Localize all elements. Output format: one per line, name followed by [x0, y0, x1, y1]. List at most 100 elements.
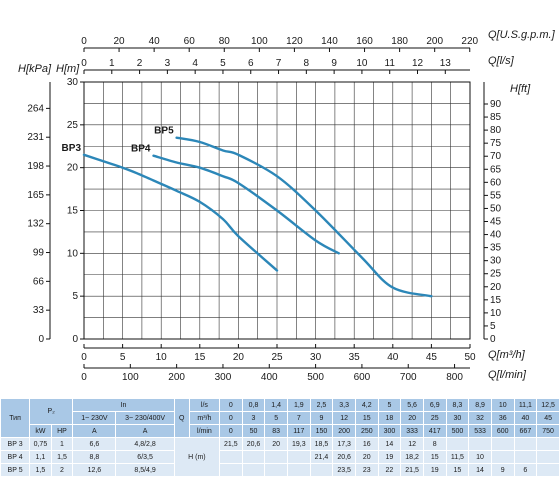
flow-ls-cell: 2,5 [309, 398, 334, 412]
head-value-cell [490, 437, 515, 451]
head-value-cell [490, 450, 515, 464]
head-value-cell: 19,3 [286, 437, 311, 451]
head-label-cell: H (m) [173, 437, 221, 477]
model-cell: BP 3 [0, 437, 31, 451]
amp-header-3: A [115, 424, 175, 438]
table-row-bp4: BP 4 1,1 1,5 8,8 6/3,5 21,4 20,6 20 19 18,2 1… [0, 450, 560, 464]
tick-label-usgpm: 180 [391, 36, 408, 47]
tick-label-ft: 5 [490, 321, 496, 332]
unit-m3h: m³/h [188, 411, 221, 425]
type-header: Тип [0, 398, 31, 438]
tick-label-m3h: 25 [271, 352, 283, 363]
head-value-cell [264, 450, 288, 464]
flow-ls-cell: 1,9 [286, 398, 311, 412]
flow-lmin-cell: 417 [422, 424, 447, 438]
model-cell: BP 4 [0, 450, 31, 464]
in1-cell: 12,6 [72, 463, 117, 477]
hp-cell: 1,5 [50, 450, 74, 464]
tick-label-m3h: 30 [310, 352, 322, 363]
pump-performance-chart: Q[U.S.g.p.m.] Q[l/s] H[kPa] H[m] H[ft] Q… [18, 29, 556, 383]
tick-label-kpa: 99 [33, 248, 45, 259]
tick-label-ls: 4 [192, 58, 198, 69]
flow-lmin-cell: 250 [354, 424, 379, 438]
flow-m3h-cell: 15 [354, 411, 379, 425]
head-value-cell [264, 463, 288, 477]
tick-label-m: 25 [67, 120, 79, 131]
kw-cell: 1,5 [29, 463, 52, 477]
tick-label-kpa: 132 [27, 219, 44, 230]
flow-m3h-cell: 18 [377, 411, 402, 425]
head-value-cell [468, 437, 492, 451]
head-value-cell: 21,5 [400, 463, 424, 477]
tick-label-lmin: 700 [400, 372, 417, 383]
flow-m3h-cell: 7 [286, 411, 311, 425]
tick-label-ls: 0 [81, 58, 87, 69]
axis-title-flow-lmin: Q[l/min] [488, 369, 527, 381]
head-value-cell: 21,4 [309, 450, 334, 464]
tick-label-lmin: 400 [261, 372, 278, 383]
tick-label-kpa: 0 [38, 334, 44, 345]
curve-label-bp4: BP4 [131, 144, 151, 155]
tick-label-ft: 30 [490, 256, 502, 267]
hp-header: HP [50, 424, 74, 438]
flow-m3h-cell: 40 [513, 411, 538, 425]
tick-label-m3h: 45 [426, 352, 438, 363]
tick-label-ft: 80 [490, 125, 502, 136]
tick-label-usgpm: 40 [149, 36, 161, 47]
axis-title-flow-m3h: Q[m³/h] [488, 349, 526, 361]
tick-label-kpa: 231 [27, 132, 44, 143]
head-value-cell: 9 [490, 463, 515, 477]
tick-label-lmin: 300 [215, 372, 232, 383]
p2-header: P₂ [29, 398, 74, 425]
flow-ls-cell: 4,2 [354, 398, 379, 412]
table-header-row-ls: Тип P₂ In Q l/s 0 0,8 1,4 1,9 2,5 3,3 4,2 5 5,6 6… [0, 398, 560, 438]
tick-label-usgpm: 120 [286, 36, 303, 47]
head-value-cell [219, 463, 243, 477]
tick-label-ft: 25 [490, 269, 502, 280]
head-value-cell: 14 [468, 463, 492, 477]
tick-label-ft: 40 [490, 230, 502, 241]
tick-label-ft: 60 [490, 177, 502, 188]
flow-ls-cell: 5 [377, 398, 402, 412]
tick-label-ft: 85 [490, 112, 502, 123]
flow-m3h-cell: 3 [241, 411, 266, 425]
head-value-cell [536, 450, 560, 464]
head-value-cell [445, 437, 470, 451]
flow-m3h-cell: 9 [309, 411, 334, 425]
flow-m3h-cell: 20 [400, 411, 424, 425]
performance-table: Тип P₂ In Q l/s 0 0,8 1,4 1,9 2,5 3,3 4,2 5 5,6 6… [0, 398, 560, 477]
flow-lmin-cell: 200 [332, 424, 356, 438]
head-value-cell: 19 [377, 450, 402, 464]
flow-m3h-cell: 36 [490, 411, 515, 425]
in3-cell: 4,8/2,8 [115, 437, 175, 451]
tick-label-usgpm: 80 [219, 36, 231, 47]
flow-ls-cell: 0,8 [241, 398, 266, 412]
flow-m3h-cell: 12 [332, 411, 356, 425]
curve-bp4 [152, 154, 340, 255]
tick-label-ls: 2 [137, 58, 143, 69]
axis-title-flow-ls: Q[l/s] [488, 55, 515, 67]
voltage-3-header: 3~ 230/400V [115, 411, 175, 425]
tick-label-usgpm: 0 [81, 36, 87, 47]
head-value-cell: 20 [354, 450, 379, 464]
axis-title-head-m: H[m] [56, 63, 80, 75]
flow-m3h-cell: 45 [536, 411, 560, 425]
table-header-row-lmin: kW HP A A l/min 0 50 83 117 150 200 250 300 333 4… [1, 424, 560, 438]
flow-lmin-cell: 333 [400, 424, 424, 438]
head-value-cell [286, 463, 311, 477]
curve-label-bp3: BP3 [62, 143, 82, 154]
head-value-cell: 8 [422, 437, 447, 451]
head-value-cell: 20,6 [241, 437, 266, 451]
flow-m3h-cell: 32 [468, 411, 492, 425]
head-value-cell [219, 450, 243, 464]
tick-label-m3h: 15 [194, 352, 206, 363]
tick-label-m: 15 [67, 206, 79, 217]
in3-cell: 6/3,5 [115, 450, 175, 464]
head-value-cell: 17,3 [332, 437, 356, 451]
head-value-cell: 6 [513, 463, 538, 477]
head-value-cell [309, 463, 334, 477]
in3-cell: 8,5/4,9 [115, 463, 175, 477]
table-header-row-m3h: 1~ 230V 3~ 230/400V m³/h 0 3 5 7 9 12 15 18 20 25… [1, 411, 560, 425]
